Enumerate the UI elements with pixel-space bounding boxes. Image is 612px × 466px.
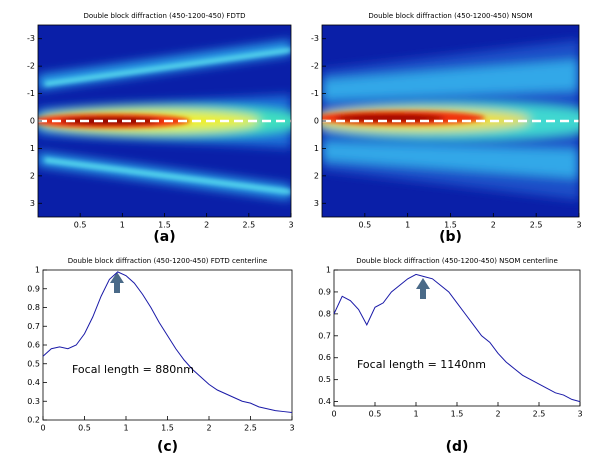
chart-title: Double block diffraction (450-1200-450) … xyxy=(368,12,532,20)
x-tick-label: 2.5 xyxy=(530,221,543,230)
y-tick-label: 0.5 xyxy=(27,359,40,368)
y-tick-label: 0.3 xyxy=(27,397,40,406)
x-tick-label: 1 xyxy=(120,221,125,230)
y-tick-label: -1 xyxy=(27,89,35,98)
y-tick-label: 3 xyxy=(314,199,319,208)
y-tick-label: 1 xyxy=(30,144,35,153)
y-tick-label: 0.7 xyxy=(318,331,331,340)
y-tick-label: 0.4 xyxy=(27,378,40,387)
x-tick-label: 1.5 xyxy=(451,410,464,419)
x-tick-label: 1.5 xyxy=(444,221,457,230)
y-tick-label: 0.6 xyxy=(27,341,40,350)
chart-title: Double block diffraction (450-1200-450) … xyxy=(356,257,558,265)
panel-label: (a) xyxy=(153,229,175,245)
x-tick-label: 1.5 xyxy=(161,424,174,433)
y-tick-label: 1 xyxy=(35,266,40,275)
x-tick-label: 0.5 xyxy=(78,424,91,433)
x-tick-label: 2 xyxy=(491,221,496,230)
y-tick-label: 1 xyxy=(314,144,319,153)
x-tick-label: 2.5 xyxy=(244,424,257,433)
x-tick-label: 2.5 xyxy=(242,221,255,230)
x-tick-label: 3 xyxy=(577,410,582,419)
x-tick-label: 0 xyxy=(331,410,336,419)
x-tick-label: 2 xyxy=(206,424,211,433)
y-tick-label: 0.8 xyxy=(318,309,331,318)
panel-label: (b) xyxy=(439,229,462,245)
panel-label: (d) xyxy=(446,439,469,455)
annotation: Focal length = 1140nm xyxy=(357,358,486,371)
x-tick-label: 0.5 xyxy=(358,221,371,230)
y-tick-label: 0.4 xyxy=(318,397,331,406)
chart-title: Double block diffraction (450-1200-450) … xyxy=(83,12,245,20)
arrow xyxy=(110,272,430,299)
x-tick-label: 2 xyxy=(495,410,500,419)
y-tick-label: 1 xyxy=(326,266,331,275)
y-tick-label: -3 xyxy=(27,34,35,43)
y-tick-label: 0.6 xyxy=(318,353,331,362)
x-tick-label: 1.5 xyxy=(158,221,171,230)
x-tick-label: 1 xyxy=(123,424,128,433)
x-tick-label: 2 xyxy=(204,221,209,230)
x-tick-label: 0.5 xyxy=(369,410,382,419)
y-tick-label: -1 xyxy=(311,89,319,98)
chart-title: Double block diffraction (450-1200-450) … xyxy=(68,257,267,265)
x-tick-label: 0 xyxy=(40,424,45,433)
y-tick-label: 0.2 xyxy=(27,416,40,425)
x-tick-label: 2.5 xyxy=(533,410,546,419)
x-tick-label: 3 xyxy=(288,221,293,230)
heatmap-image xyxy=(322,25,579,217)
x-tick-label: 3 xyxy=(576,221,581,230)
y-tick-label: 2 xyxy=(30,171,35,180)
y-tick-label: 0.5 xyxy=(318,375,331,384)
x-tick-label: 1 xyxy=(405,221,410,230)
y-tick-label: -2 xyxy=(27,62,35,71)
heatmap-image xyxy=(38,25,291,217)
panel-label: (c) xyxy=(157,439,178,455)
y-tick-label: -2 xyxy=(311,62,319,71)
y-tick-label: 0 xyxy=(30,117,35,126)
plot-frame xyxy=(333,269,581,407)
y-tick-label: 0.7 xyxy=(27,322,40,331)
y-tick-label: 0.9 xyxy=(27,284,40,293)
y-tick-label: 2 xyxy=(314,171,319,180)
y-tick-label: 0 xyxy=(314,117,319,126)
y-tick-label: 0.8 xyxy=(27,303,40,312)
x-tick-label: 3 xyxy=(289,424,294,433)
plot-frame xyxy=(42,269,293,421)
y-tick-label: 0.9 xyxy=(318,287,331,296)
y-tick-label: -3 xyxy=(311,34,319,43)
line-series xyxy=(42,271,293,413)
y-tick-label: 3 xyxy=(30,199,35,208)
x-tick-label: 0.5 xyxy=(74,221,87,230)
annotation: Focal length = 880nm xyxy=(72,363,194,376)
x-tick-label: 1 xyxy=(413,410,418,419)
line-series xyxy=(333,273,581,403)
